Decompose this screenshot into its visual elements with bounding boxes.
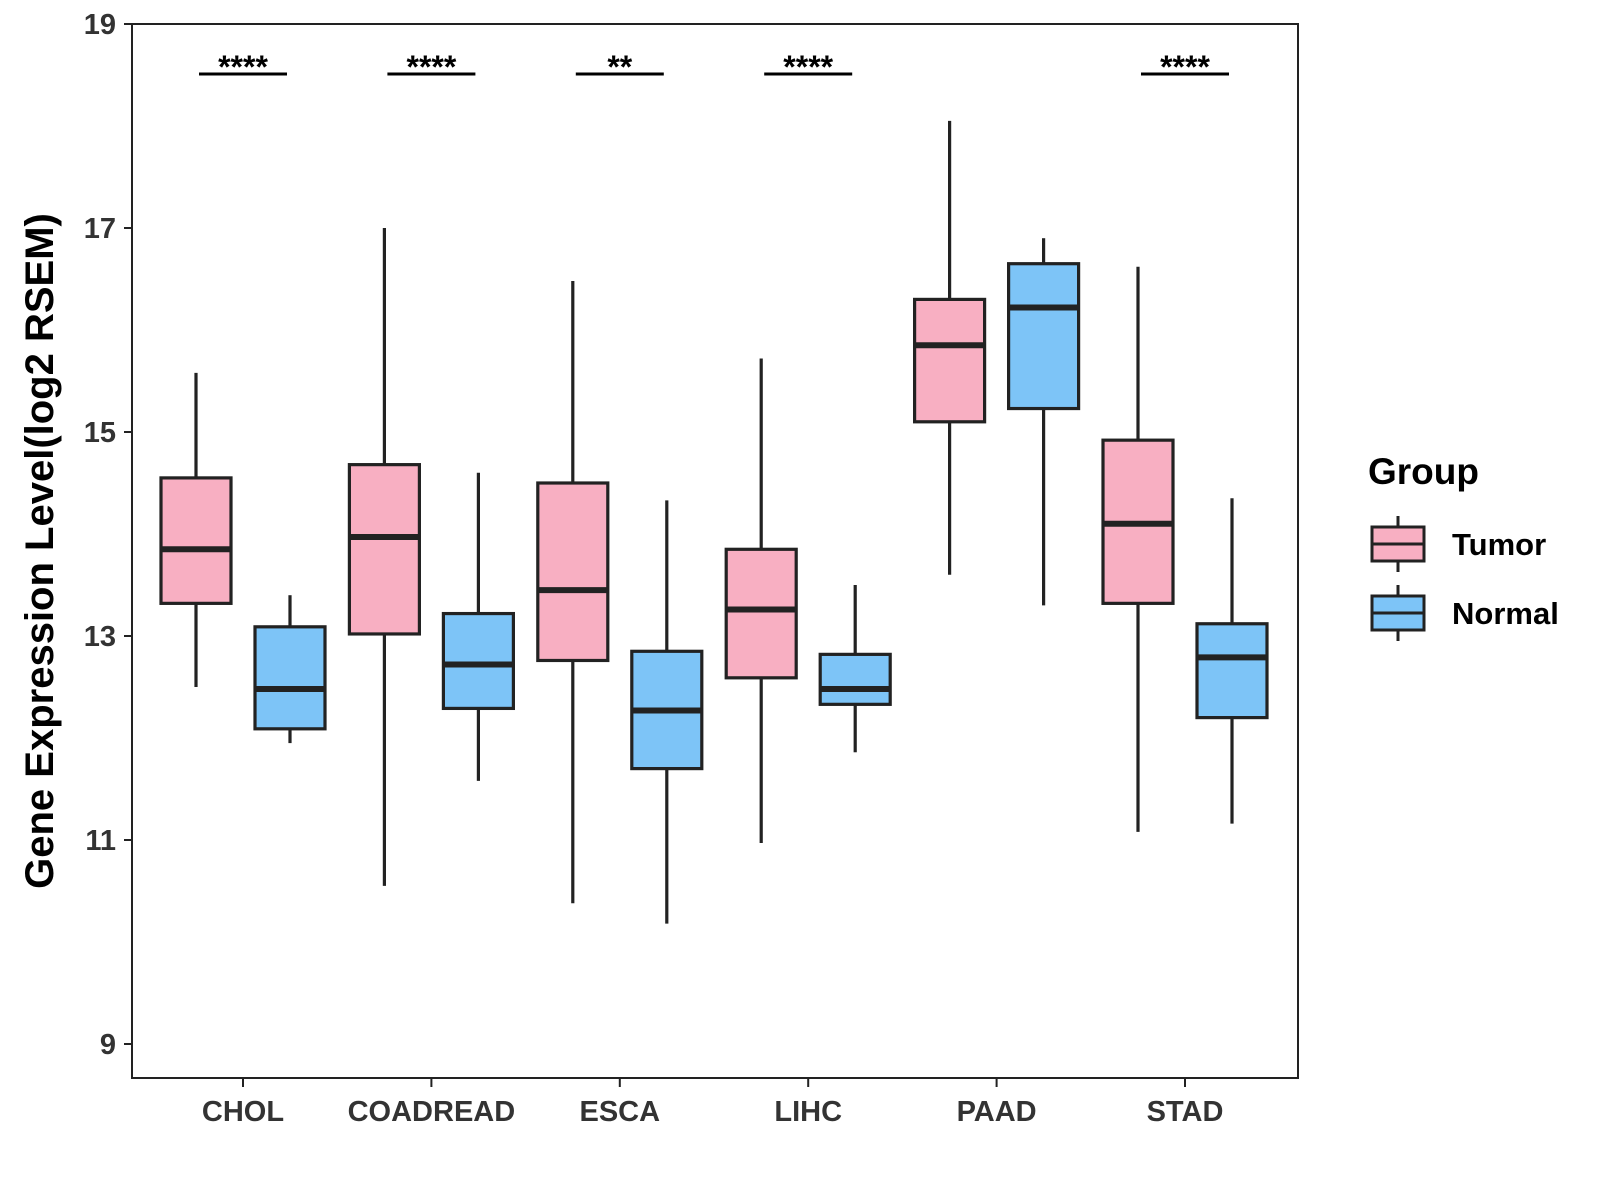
box-tumor-esca	[536, 281, 610, 904]
box-body-normal-coadread	[441, 611, 515, 711]
sig-label-lihc: ****	[783, 49, 833, 85]
plot-panel-border	[131, 23, 1299, 1079]
x-tick-label-paad: PAAD	[957, 1096, 1037, 1128]
box-body-normal-paad	[1006, 262, 1081, 411]
x-tick-label-stad: STAD	[1147, 1096, 1224, 1128]
box-body-tumor-esca	[536, 481, 610, 663]
box-body-normal-stad	[1195, 622, 1269, 720]
x-tick-label-chol: CHOL	[202, 1096, 284, 1128]
sig-label-esca: **	[607, 49, 632, 85]
legend-key-tumor	[1370, 516, 1426, 572]
y-tick-label-13: 13	[84, 621, 116, 653]
box-body-normal-lihc	[818, 652, 892, 706]
box-normal-paad	[1006, 238, 1081, 606]
y-axis-title: Gene Expression Level(log2 RSEM)	[18, 213, 62, 889]
box-body-normal-chol	[253, 625, 327, 731]
legend-label-normal: Normal	[1452, 596, 1559, 631]
box-tumor-coadread	[347, 228, 421, 886]
y-tick-label-15: 15	[84, 417, 116, 449]
legend-label-tumor: Tumor	[1452, 527, 1546, 562]
y-tick-label-17: 17	[84, 213, 116, 245]
sig-label-coadread: ****	[406, 49, 456, 85]
x-tick-label-coadread: COADREAD	[348, 1096, 516, 1128]
box-body-tumor-lihc	[724, 547, 798, 680]
box-body-tumor-chol	[159, 476, 233, 605]
box-tumor-lihc	[724, 358, 798, 844]
box-normal-stad	[1195, 498, 1269, 824]
sig-label-stad: ****	[1160, 49, 1210, 85]
box-normal-coadread	[441, 472, 515, 781]
legend-key-normal	[1370, 585, 1426, 641]
legend-title: Group	[1368, 451, 1479, 492]
box-tumor-chol	[159, 372, 233, 687]
x-tick-label-esca: ESCA	[580, 1096, 661, 1128]
y-tick-label-9: 9	[100, 1029, 116, 1061]
x-tick-label-lihc: LIHC	[774, 1096, 842, 1128]
box-body-tumor-paad	[912, 297, 987, 424]
box-body-tumor-coadread	[347, 463, 421, 636]
sig-label-chol: ****	[218, 49, 268, 85]
box-tumor-stad	[1101, 266, 1175, 832]
y-tick-label-11: 11	[85, 825, 116, 857]
box-tumor-paad	[912, 120, 987, 575]
y-tick-label-19: 19	[84, 9, 116, 41]
box-normal-lihc	[818, 585, 892, 753]
box-normal-chol	[253, 595, 327, 744]
box-normal-esca	[630, 500, 704, 924]
